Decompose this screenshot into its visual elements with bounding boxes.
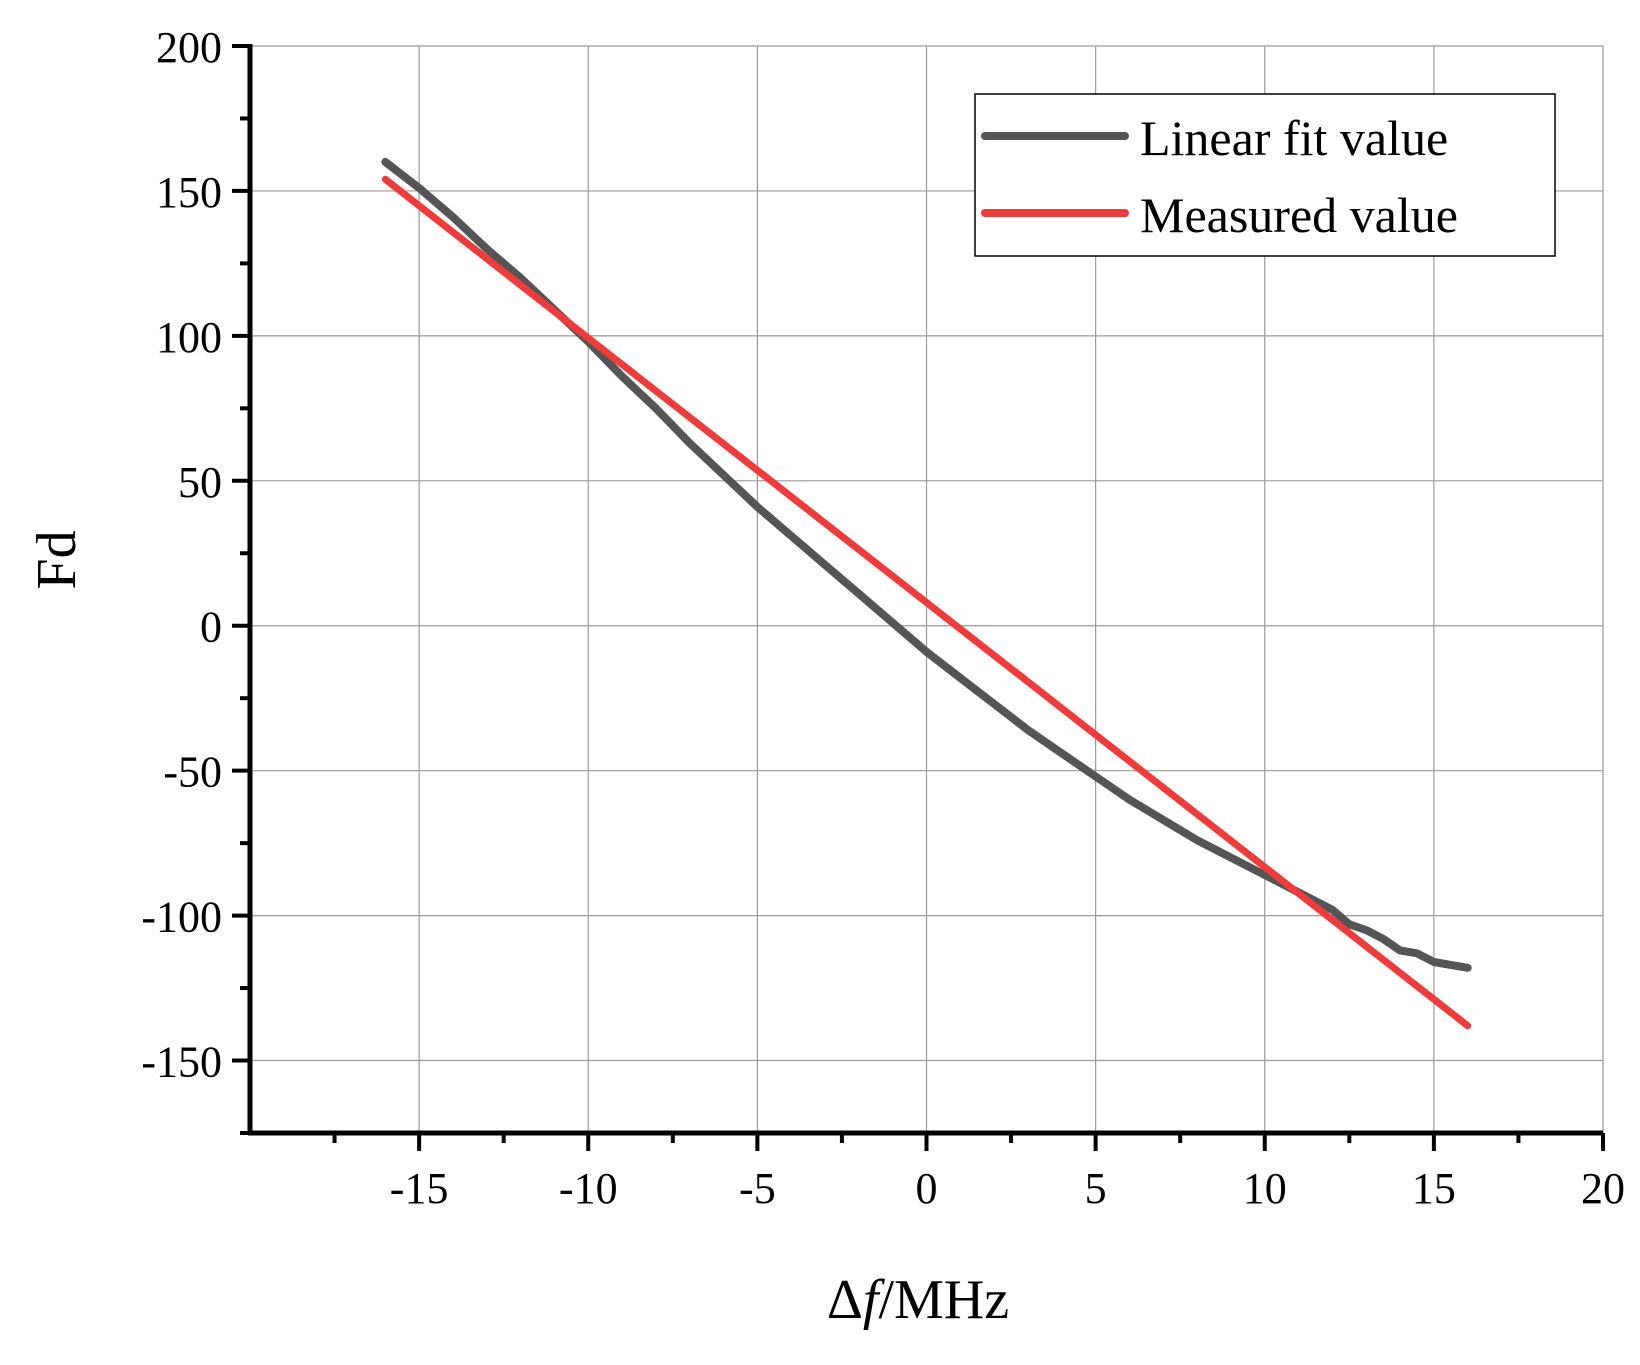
y-tick-label: 150 (156, 168, 222, 217)
legend-box (974, 93, 1556, 257)
legend: Linear fit value Measured value (974, 93, 1556, 257)
x-tick-label: 15 (1412, 1164, 1456, 1213)
y-tick-label: -150 (141, 1038, 222, 1087)
series-lines (381, 157, 1472, 1030)
y-tick-label: 0 (200, 603, 222, 652)
tick-marks (232, 44, 1605, 1151)
x-tick-label: 5 (1085, 1164, 1107, 1213)
x-axis-title-unit: /MHz (878, 1269, 1009, 1331)
x-tick-label: -15 (390, 1164, 449, 1213)
legend-label-linear-fit: Linear fit value (1140, 110, 1448, 166)
x-tick-label: -10 (559, 1164, 618, 1213)
y-tick-label: 100 (156, 313, 222, 362)
x-tick-label: 20 (1581, 1164, 1625, 1213)
x-axis-title: Δf/MHz (827, 1269, 1009, 1331)
y-tick-label: 50 (178, 458, 222, 507)
legend-label-measured: Measured value (1140, 187, 1458, 243)
y-tick-label: -100 (141, 893, 222, 942)
x-tick-label: 0 (916, 1164, 938, 1213)
x-tick-label: 10 (1243, 1164, 1287, 1213)
x-axis-title-prefix: Δ (827, 1269, 863, 1331)
series-line-measured (381, 175, 1472, 1030)
y-tick-label: 200 (156, 23, 222, 72)
y-tick-label: -50 (163, 748, 222, 797)
x-tick-label: -5 (739, 1164, 776, 1213)
y-axis-title: Fd (26, 530, 88, 589)
